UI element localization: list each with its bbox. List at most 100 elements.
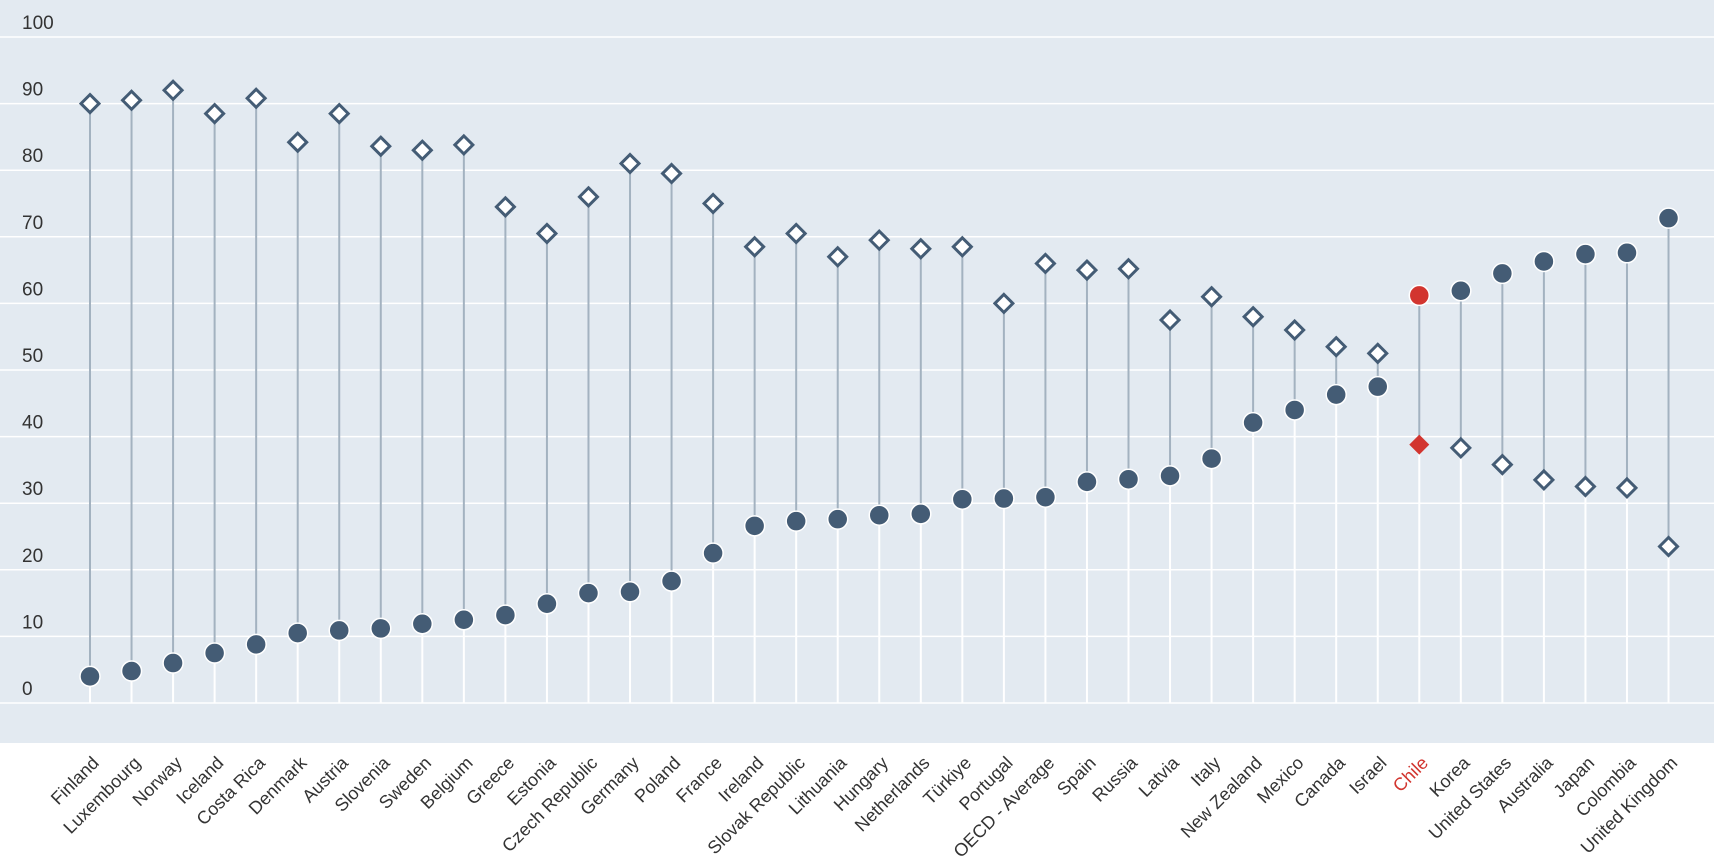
y-tick-label-90: 90: [22, 80, 43, 101]
circle-point-united-states: [1491, 262, 1514, 285]
diamond-point-united-kingdom: [1657, 535, 1680, 558]
circle-point-luxembourg: [120, 660, 143, 682]
diamond-point-oecd-average: [1034, 252, 1057, 275]
diamond-point-belgium: [452, 133, 475, 157]
diamond-point-france: [701, 192, 725, 215]
category-label-latvia: Latvia: [1135, 752, 1184, 801]
circle-point-israel: [1366, 375, 1389, 398]
circle-point-oecd-average: [1034, 486, 1057, 508]
y-tick-label-50: 50: [22, 346, 43, 367]
category-label-israel: Israel: [1345, 753, 1390, 798]
category-stems: [89, 386, 1670, 703]
diamond-point-united-states: [1491, 453, 1514, 476]
circle-point-slovenia: [370, 617, 392, 640]
circle-point-latvia: [1159, 465, 1181, 487]
circle-point-chile: [1408, 284, 1431, 307]
circle-point-greece: [494, 604, 517, 626]
diamond-point-slovenia: [369, 135, 392, 158]
diamond-point-israel: [1366, 342, 1389, 365]
y-tick-label-70: 70: [22, 213, 43, 234]
y-tick-label-10: 10: [22, 612, 43, 633]
y-tick-label-40: 40: [22, 413, 43, 434]
diamond-point-norway: [161, 79, 185, 102]
circle-point-hungary: [868, 504, 891, 526]
diamond-point-hungary: [868, 229, 891, 252]
diamond-point-finland: [78, 92, 102, 115]
circle-point-australia: [1533, 250, 1555, 273]
circle-point-estonia: [536, 593, 558, 615]
y-tick-label-100: 100: [22, 13, 54, 34]
diamond-point-italy: [1200, 285, 1223, 308]
diamond-point-australia: [1532, 468, 1556, 492]
circle-point-slovak-republic: [785, 510, 807, 532]
category-label-france: France: [672, 753, 726, 807]
diamond-point-new-zealand: [1241, 305, 1265, 328]
circle-point-new-zealand: [1242, 411, 1264, 434]
diamond-point-greece: [494, 195, 517, 218]
diamond-point-korea: [1449, 436, 1472, 460]
diamond-point-slovak-republic: [785, 222, 808, 245]
diamond-point-russia: [1117, 257, 1140, 280]
circle-point-denmark: [286, 622, 309, 644]
diamond-point-denmark: [286, 131, 309, 154]
circle-point-belgium: [453, 609, 475, 631]
circle-point-iceland: [203, 642, 226, 664]
diamond-point-t-rkiye: [951, 235, 974, 258]
circle-point-canada: [1325, 383, 1347, 406]
category-label-poland: Poland: [631, 753, 685, 807]
circle-point-lithuania: [826, 508, 849, 530]
circle-point-germany: [619, 581, 641, 603]
circle-point-united-kingdom: [1657, 207, 1680, 229]
category-label-russia: Russia: [1088, 752, 1142, 806]
diamond-point-estonia: [535, 222, 559, 245]
y-tick-label-0: 0: [22, 679, 33, 700]
circle-point-ireland: [743, 515, 766, 537]
diamond-point-poland: [660, 162, 683, 185]
circle-point-costa-rica: [245, 633, 267, 656]
circle-point-russia: [1117, 468, 1140, 490]
diamond-point-germany: [618, 152, 642, 175]
gridlines: [0, 36, 1714, 704]
circle-point-finland: [79, 665, 101, 688]
circle-point-portugal: [993, 487, 1015, 510]
diamond-point-chile: [1409, 434, 1430, 455]
circle-point-mexico: [1283, 399, 1306, 421]
diamond-point-costa-rica: [245, 87, 268, 110]
circle-point-italy: [1200, 447, 1223, 470]
circle-point-poland: [660, 570, 683, 592]
diamond-point-ireland: [743, 235, 766, 258]
category-label-chile: Chile: [1389, 753, 1432, 796]
circle-point-colombia: [1616, 242, 1638, 264]
diamond-point-portugal: [992, 292, 1016, 315]
circle-point-czech-republic: [577, 582, 600, 604]
circle-point-netherlands: [910, 503, 932, 525]
circle-point-sweden: [411, 612, 434, 635]
diamond-point-sweden: [411, 139, 434, 162]
diamond-point-netherlands: [909, 237, 932, 260]
circle-point-t-rkiye: [951, 488, 974, 510]
circle-point-france: [702, 542, 724, 564]
diamond-point-japan: [1574, 475, 1597, 498]
diamond-point-iceland: [203, 102, 226, 125]
diamond-point-latvia: [1158, 308, 1182, 332]
y-axis-tick-labels: 0 10 20 30 40 50 60 70 80 90 100: [22, 13, 54, 700]
diamond-point-mexico: [1283, 318, 1306, 342]
y-tick-label-80: 80: [22, 146, 43, 167]
plot-background: [0, 0, 1714, 743]
diamond-point-colombia: [1615, 476, 1639, 500]
diamond-point-luxembourg: [120, 89, 143, 112]
circle-point-spain: [1076, 471, 1098, 493]
y-tick-label-30: 30: [22, 479, 43, 500]
circle-point-korea: [1450, 279, 1472, 302]
diamond-point-austria: [328, 102, 351, 125]
circle-point-austria: [328, 619, 350, 642]
circle-point-norway: [162, 652, 184, 674]
diamond-point-lithuania: [826, 245, 849, 268]
data-markers: [78, 79, 1680, 688]
diamond-point-spain: [1075, 258, 1099, 282]
diamond-point-canada: [1325, 335, 1348, 358]
y-tick-label-60: 60: [22, 279, 43, 300]
